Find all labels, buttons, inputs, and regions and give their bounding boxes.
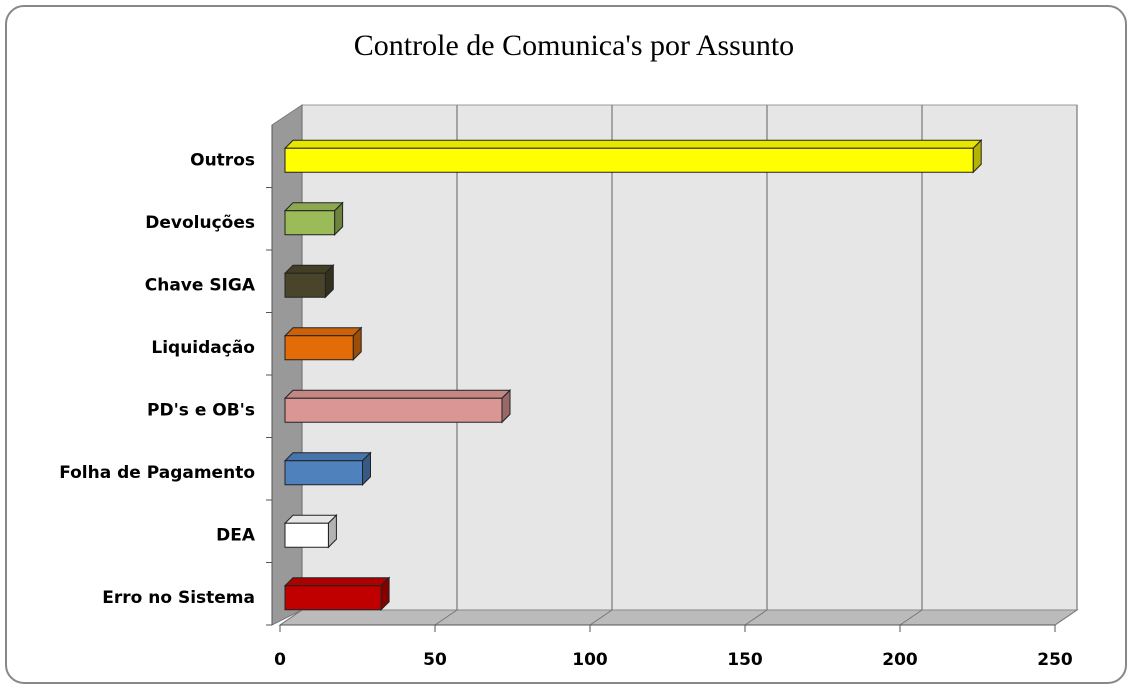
- bar-face: [283, 139, 983, 149]
- x-tick-label: 0: [274, 650, 286, 670]
- back-wall: [301, 104, 1078, 611]
- bar-face: [283, 577, 391, 587]
- x-tick-label: 50: [423, 650, 447, 670]
- bar: [283, 264, 335, 299]
- bar: [283, 326, 363, 361]
- y-tick-label: Liquidação: [151, 338, 255, 358]
- x-tick-label: 200: [882, 650, 918, 670]
- x-tick-label: 250: [1037, 650, 1073, 670]
- bar-face: [283, 389, 512, 399]
- y-tick-label: Outros: [190, 150, 255, 170]
- bar-face: [284, 210, 336, 236]
- floor-grid-line: [279, 609, 303, 626]
- bar-face: [283, 514, 338, 524]
- chart-title: Controle de Comunica's por Assunto: [354, 29, 794, 62]
- y-tick-label: Erro no Sistema: [102, 588, 255, 608]
- y-tick-label: Devoluções: [145, 213, 255, 233]
- bar: [283, 451, 372, 486]
- floor: [278, 609, 1079, 626]
- bar: [283, 389, 512, 424]
- bar-face: [283, 327, 363, 337]
- bar-face: [284, 522, 329, 548]
- bar-face: [284, 147, 974, 173]
- bar-face: [283, 452, 372, 462]
- x-tick-label: 100: [572, 650, 608, 670]
- bar: [283, 514, 338, 549]
- floor-grid-line: [899, 609, 923, 626]
- bar: [283, 576, 391, 611]
- bar-face: [284, 397, 503, 423]
- y-tick-label: DEA: [216, 525, 256, 545]
- bar-face: [284, 335, 354, 361]
- floor-grid-line: [744, 609, 768, 626]
- floor-grid-line: [1054, 609, 1078, 626]
- floor-grid-line: [589, 609, 613, 626]
- bar-face: [284, 272, 326, 298]
- y-tick-label: Chave SIGA: [145, 275, 256, 295]
- bar: [283, 139, 983, 174]
- bar-face: [284, 460, 363, 486]
- bar-face: [284, 585, 382, 611]
- bar-face: [283, 202, 344, 212]
- x-tick-label: 150: [727, 650, 763, 670]
- y-tick-label: Folha de Pagamento: [59, 463, 255, 483]
- y-tick-label: PD's e OB's: [147, 400, 255, 420]
- bar: [283, 201, 344, 236]
- floor-grid-line: [434, 609, 458, 626]
